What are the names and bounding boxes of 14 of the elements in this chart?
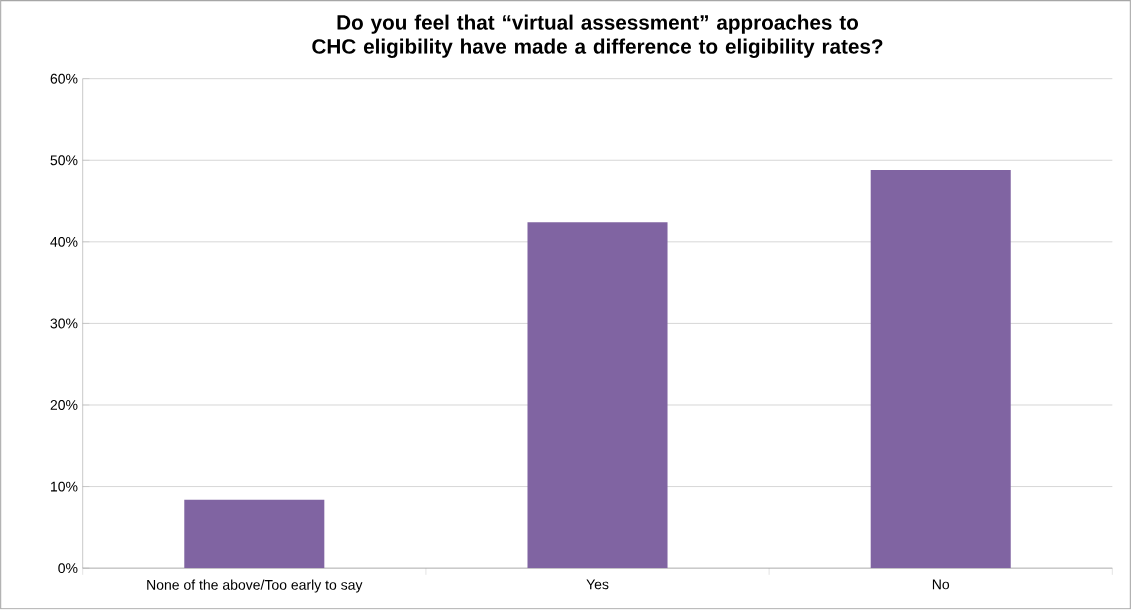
- chart-title: Do you feel that “virtual assessment” approaches to CHC eligibility have made a difference to eligibility rates?: [312, 14, 883, 59]
- bar: [184, 499, 325, 569]
- y-tick-label: 40%: [50, 237, 78, 248]
- y-tick-label: 20%: [50, 400, 78, 411]
- y-tick-label: 10%: [51, 481, 78, 492]
- y-tick-label: 0%: [58, 563, 78, 574]
- x-tick-label: None of the above/Too early to say: [147, 579, 363, 593]
- y-tick-label: 30%: [50, 318, 78, 329]
- y-tick-label: 50%: [50, 155, 78, 166]
- bar: [870, 170, 1011, 569]
- bar: [527, 222, 668, 569]
- y-tick-label: 60%: [50, 73, 78, 84]
- x-tick-label: Yes: [586, 579, 609, 590]
- x-tick-label: No: [932, 579, 950, 590]
